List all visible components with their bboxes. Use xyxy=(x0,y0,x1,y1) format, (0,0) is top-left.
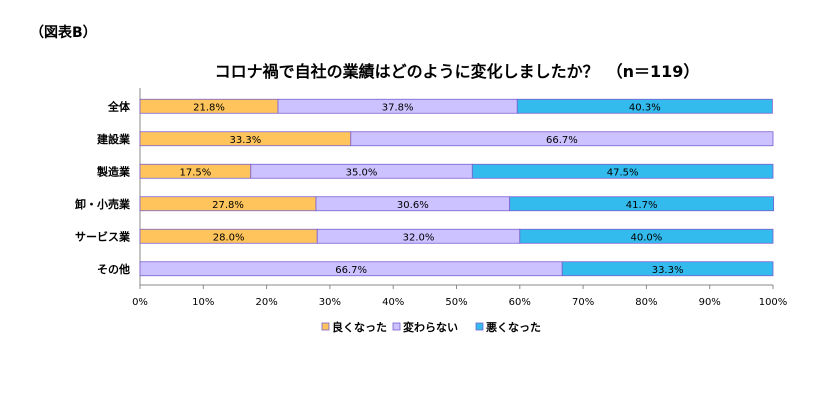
category-label: 建設業 xyxy=(97,132,131,146)
legend-label: 悪くなった xyxy=(486,321,541,334)
data-label: 28.0% xyxy=(213,232,245,243)
x-tick-label: 50% xyxy=(445,297,467,308)
data-label: 33.3% xyxy=(652,265,684,276)
category-label: 卸・小売業 xyxy=(75,197,131,211)
x-tick-label: 60% xyxy=(509,297,531,308)
x-tick-label: 20% xyxy=(255,297,277,308)
bar-segment xyxy=(519,228,774,244)
data-label: 21.8% xyxy=(193,102,225,113)
x-tick-label: 90% xyxy=(699,297,721,308)
data-label: 30.6% xyxy=(397,200,429,211)
bar-segment xyxy=(509,196,775,212)
data-label: 40.3% xyxy=(629,102,661,113)
data-label: 27.8% xyxy=(212,200,244,211)
data-label: 37.8% xyxy=(382,102,414,113)
category-label: 全体 xyxy=(107,99,131,113)
legend-swatch xyxy=(321,322,330,331)
legend-swatch xyxy=(475,322,484,331)
data-label: 47.5% xyxy=(607,167,639,178)
category-label: 製造業 xyxy=(96,164,131,178)
data-label: 33.3% xyxy=(230,135,262,146)
data-label: 40.0% xyxy=(631,232,663,243)
data-label: 66.7% xyxy=(546,135,578,146)
data-label: 66.7% xyxy=(335,265,367,276)
chart-title: コロナ禍で自社の業績はどのように変化しましたか？ （n＝119） xyxy=(214,62,700,81)
x-tick-label: 40% xyxy=(382,297,404,308)
x-tick-label: 0% xyxy=(132,297,148,308)
bar-segment xyxy=(350,131,774,147)
category-label: サービス業 xyxy=(75,229,131,243)
x-tick-label: 30% xyxy=(319,297,341,308)
data-label: 32.0% xyxy=(403,232,435,243)
data-label: 41.7% xyxy=(626,200,658,211)
bar-segment xyxy=(561,261,774,277)
x-tick-label: 70% xyxy=(572,297,594,308)
bar-segment xyxy=(471,163,774,179)
figure-label: （図表B） xyxy=(30,25,97,41)
data-label: 35.0% xyxy=(346,167,378,178)
data-label: 17.5% xyxy=(179,167,211,178)
x-tick-label: 80% xyxy=(635,297,657,308)
category-label: その他 xyxy=(97,262,130,276)
x-tick-label: 10% xyxy=(192,297,214,308)
legend-label: 変わらない xyxy=(403,320,458,334)
legend-label: 良くなった xyxy=(332,320,387,334)
x-tick-label: 100% xyxy=(759,297,788,308)
bar-segment xyxy=(516,98,773,114)
legend-swatch xyxy=(392,322,401,331)
